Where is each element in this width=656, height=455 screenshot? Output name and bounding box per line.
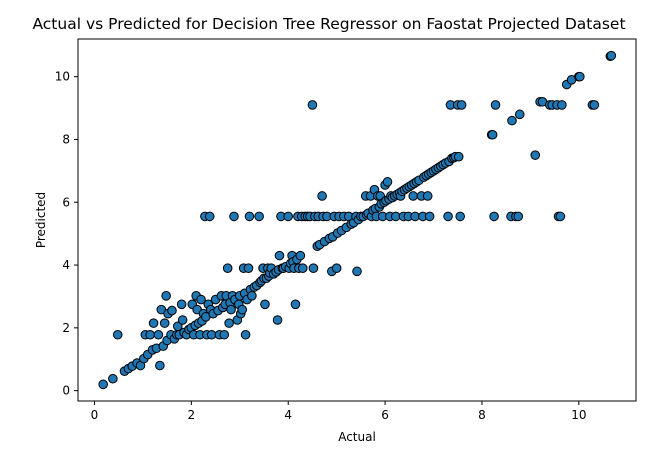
y-tick-label: 8 <box>62 132 70 146</box>
data-point <box>177 315 188 325</box>
data-point <box>243 263 254 273</box>
data-point <box>606 50 617 61</box>
x-tick-label: 8 <box>478 408 486 422</box>
data-point <box>176 299 187 310</box>
plot-frame <box>77 38 637 402</box>
data-point <box>222 263 233 273</box>
data-point <box>204 211 215 222</box>
data-point <box>555 211 566 222</box>
data-point <box>274 250 285 261</box>
data-point <box>108 373 118 384</box>
data-point <box>219 329 230 340</box>
data-point <box>247 291 257 301</box>
data-point <box>453 151 464 162</box>
x-tick-label: 4 <box>284 408 292 422</box>
data-point <box>244 211 255 222</box>
data-point <box>455 211 465 222</box>
data-point <box>487 129 498 140</box>
data-point <box>530 150 541 160</box>
data-point <box>307 100 318 110</box>
data-point <box>240 329 251 340</box>
data-point <box>443 211 453 222</box>
data-point <box>589 100 600 110</box>
data-point <box>557 100 567 110</box>
data-point <box>260 299 270 310</box>
data-point <box>382 177 393 187</box>
x-tick-label: 6 <box>381 408 389 422</box>
data-points <box>98 50 617 390</box>
y-tick-label: 0 <box>62 384 70 398</box>
data-point <box>513 211 524 222</box>
data-point <box>145 329 155 340</box>
data-point <box>159 318 170 328</box>
data-point <box>196 294 206 305</box>
y-tick-label: 2 <box>62 321 70 335</box>
data-point <box>237 304 248 315</box>
data-point <box>408 191 418 201</box>
data-point <box>422 191 433 201</box>
data-point <box>308 263 319 273</box>
data-point <box>575 71 585 82</box>
data-point <box>507 115 517 126</box>
data-point <box>424 211 435 222</box>
y-axis-label: Predicted <box>34 192 48 248</box>
data-point <box>514 109 525 120</box>
data-point <box>148 318 159 328</box>
data-point <box>456 100 467 110</box>
x-tick-label: 10 <box>571 408 586 422</box>
data-point <box>290 299 301 310</box>
data-point <box>295 250 306 261</box>
data-point <box>297 263 308 273</box>
data-point <box>153 329 164 340</box>
x-tick-label: 2 <box>188 408 196 422</box>
x-axis-label: Actual <box>338 430 376 444</box>
data-point <box>112 329 123 340</box>
y-tick-label: 10 <box>55 70 70 84</box>
x-tick-label: 0 <box>91 408 99 422</box>
data-point <box>331 263 342 273</box>
axis-ticks: 0 2 4 6 8 10 0 2 4 6 8 10 <box>55 70 587 422</box>
data-point <box>224 318 234 328</box>
data-point <box>352 266 362 277</box>
data-point <box>226 304 236 315</box>
data-point <box>254 211 264 222</box>
data-point <box>283 211 294 222</box>
data-point <box>155 360 165 371</box>
data-point <box>272 315 283 325</box>
data-point <box>489 211 499 222</box>
chart-title: Actual vs Predicted for Decision Tree Re… <box>32 15 625 33</box>
data-point <box>161 291 171 301</box>
data-point <box>229 211 239 222</box>
data-point <box>98 379 108 390</box>
y-tick-label: 4 <box>62 258 70 272</box>
y-tick-label: 6 <box>62 195 70 209</box>
data-point <box>167 305 177 316</box>
data-point <box>490 100 501 110</box>
data-point <box>317 191 327 201</box>
